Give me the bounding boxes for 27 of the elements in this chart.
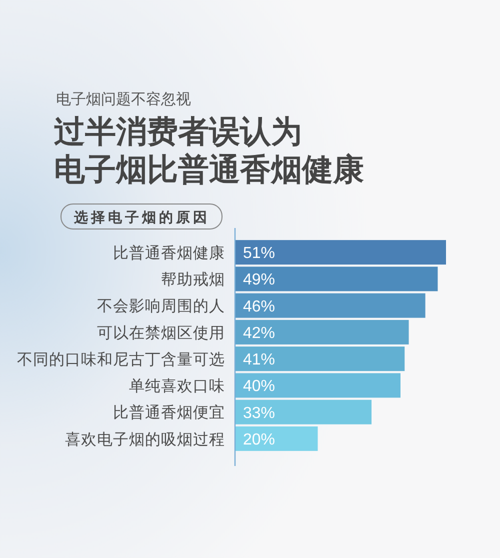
bar [235,320,409,344]
data-label: 51% [243,245,276,262]
y-tick-label: 不同的口味和尼古丁含量可选 [17,350,225,368]
data-label: 46% [243,298,276,316]
y-tick-label: 可以在禁烟区使用 [97,324,225,342]
y-tick-label: 比普通香烟健康 [113,244,225,262]
bar [235,346,405,372]
bar [235,426,318,451]
y-tick-label: 比普通香烟便宜 [113,404,225,422]
y-tick-label: 喜欢电子烟的吸烟过程 [65,430,225,448]
chart-title: 过半消费者误认为电子烟比普通香烟健康 [54,114,364,188]
bar [235,373,400,398]
y-tick-label: 不会影响周围的人 [97,297,225,316]
y-tick-label: 单纯喜欢口味 [129,377,225,396]
data-label: 20% [243,431,276,448]
y-tick-label: 帮助戒烟 [161,270,225,289]
bar [235,266,438,292]
data-label: 41% [243,352,276,369]
bar [235,400,372,424]
data-label: 33% [243,404,276,422]
data-label: 40% [243,378,276,396]
chart-subtitle: 电子烟问题不容忽视 [56,90,191,108]
y-axis-title: 选择电子烟的原因 [73,210,210,226]
bar [235,240,446,265]
data-label: 42% [243,324,276,342]
data-label: 49% [243,272,276,289]
bar [235,293,426,318]
